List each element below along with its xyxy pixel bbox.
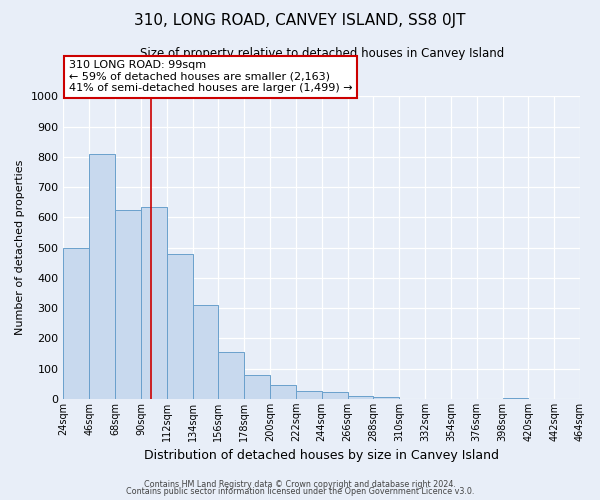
- Bar: [141, 207, 167, 399]
- X-axis label: Distribution of detached houses by size in Canvey Island: Distribution of detached houses by size …: [144, 450, 499, 462]
- Bar: [322, 392, 347, 399]
- Bar: [347, 396, 373, 399]
- Bar: [89, 154, 115, 399]
- Bar: [167, 254, 193, 399]
- Bar: [503, 398, 529, 399]
- Bar: [296, 390, 322, 399]
- Bar: [270, 384, 296, 399]
- Bar: [193, 305, 218, 399]
- Y-axis label: Number of detached properties: Number of detached properties: [15, 160, 25, 336]
- Title: Size of property relative to detached houses in Canvey Island: Size of property relative to detached ho…: [140, 48, 504, 60]
- Text: Contains public sector information licensed under the Open Government Licence v3: Contains public sector information licen…: [126, 487, 474, 496]
- Bar: [218, 352, 244, 399]
- Text: 310, LONG ROAD, CANVEY ISLAND, SS8 0JT: 310, LONG ROAD, CANVEY ISLAND, SS8 0JT: [134, 12, 466, 28]
- Bar: [64, 248, 89, 399]
- Text: Contains HM Land Registry data © Crown copyright and database right 2024.: Contains HM Land Registry data © Crown c…: [144, 480, 456, 489]
- Bar: [373, 398, 399, 399]
- Text: 310 LONG ROAD: 99sqm
← 59% of detached houses are smaller (2,163)
41% of semi-de: 310 LONG ROAD: 99sqm ← 59% of detached h…: [68, 60, 352, 94]
- Bar: [115, 210, 141, 399]
- Bar: [244, 374, 270, 399]
